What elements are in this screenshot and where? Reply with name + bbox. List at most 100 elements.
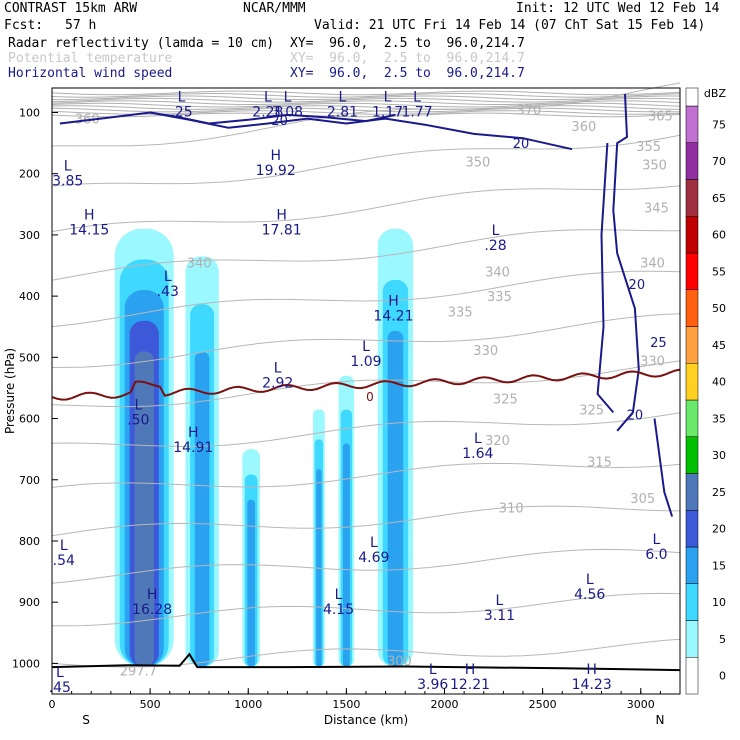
zero-contour-line (51, 368, 681, 401)
extremum-value-18: .54 (53, 553, 75, 569)
reflectivity-cell-0-layer-4 (134, 351, 154, 667)
theta-label-7: 345 (644, 201, 669, 216)
extremum-value-12: 14.21 (373, 308, 413, 324)
stratosphere-contour-5 (51, 102, 681, 108)
colorbar-level-2: 10 (712, 596, 726, 609)
extremum-value-11: .43 (157, 284, 179, 300)
extremum-low-symbol-15: L (134, 397, 142, 413)
extremum-low-symbol-18: L (60, 538, 68, 554)
extremum-value-23: 4.15 (323, 602, 354, 618)
colorbar-swatch-12 (685, 216, 699, 254)
field-wind-xy: XY= 96.0, 2.5 to 96.0,214.7 (290, 66, 525, 81)
colorbar-swatch-14 (685, 142, 699, 180)
extremum-value-1: .25 (170, 104, 192, 120)
extremum-value-22: 16.28 (132, 602, 172, 618)
wind-label-4: 20 (627, 408, 644, 423)
x-tick-label-3: 1500 (332, 698, 360, 711)
extremum-value-6: 19.92 (256, 163, 296, 179)
wind-label-3: 25 (650, 336, 667, 351)
theta-contour-11 (51, 134, 681, 187)
extremum-high-symbol-22: H (147, 587, 158, 603)
colorbar-unit: dBZ (704, 87, 727, 100)
colorbar-swatch-10 (685, 289, 699, 327)
theta-contour-1 (51, 592, 681, 627)
colorbar-level-15: 75 (712, 118, 726, 131)
plot-axes: 0 500 1000 1500 2000 2500 30001002003004005006… (3, 87, 681, 727)
theta-label-1: 370 (516, 103, 541, 118)
theta-label-8: 340 (187, 256, 212, 271)
extremum-value-16: 14.91 (173, 440, 213, 456)
wind-label-0: 20 (271, 114, 288, 129)
extremum-low-symbol-13: L (362, 339, 370, 355)
x-end-label-north: N (656, 713, 665, 727)
colorbar-level-4: 20 (712, 523, 726, 536)
x-tick-label-6: 3000 (627, 698, 655, 711)
theta-contour-12 (51, 82, 681, 147)
field-wind-name: Horizontal wind speed (8, 66, 173, 81)
y-tick-label-6: 700 (19, 474, 40, 487)
x-tick-label-1: 500 (140, 698, 161, 711)
extremum-low-symbol-11: L (164, 269, 172, 285)
init-time: Init: 12 UTC Wed 12 Feb 14 (516, 1, 720, 16)
theta-contour-9 (51, 229, 680, 281)
colorbar-swatch-2 (685, 583, 699, 621)
extremum-value-27: 12.21 (450, 677, 490, 693)
extremum-low-symbol-24: L (496, 593, 504, 609)
colorbar-swatch-9 (685, 326, 699, 364)
theta-label-10: 340 (640, 256, 665, 271)
theta-label-14: 330 (640, 354, 665, 369)
stratosphere-contour-0 (51, 90, 681, 96)
stratosphere-contour-9 (51, 112, 681, 118)
colorbar-swatch-0 (685, 657, 699, 695)
extremum-value-28: 14.23 (572, 677, 612, 693)
extremum-value-9: 17.81 (262, 223, 302, 239)
theta-label-20: 305 (630, 492, 655, 507)
theta-label-9: 340 (485, 266, 510, 281)
colorbar-level-9: 45 (712, 339, 726, 352)
stratosphere-contour-3 (51, 97, 681, 103)
extremum-value-24: 3.11 (484, 608, 515, 624)
stratosphere-contour-4 (51, 100, 681, 105)
theta-contour-8 (51, 270, 681, 328)
reflectivity-cell-2-layer-2 (247, 499, 256, 667)
y-axis-label: Pressure (hPa) (3, 348, 17, 434)
extremum-low-symbol-3: L (339, 89, 347, 105)
extremum-low-symbol-10: L (492, 223, 500, 239)
field-reflectivity-name: Radar reflectivity (lamda = 10 cm) (8, 36, 275, 51)
theta-label-5: 350 (465, 155, 490, 170)
extremum-value-8: 14.15 (69, 223, 109, 239)
extremum-low-symbol-21: L (586, 572, 594, 588)
extremum-high-symbol-16: H (188, 425, 199, 441)
colorbar-level-3: 15 (712, 559, 726, 572)
x-tick-label-5: 2500 (529, 698, 557, 711)
colorbar-swatch-13 (685, 179, 699, 217)
x-tick-label-0: 0 (49, 698, 56, 711)
colorbar-swatch-11 (685, 252, 699, 290)
colorbar-top-cap (685, 87, 699, 107)
extremum-value-25: 3.96 (417, 677, 448, 693)
colorbar-swatch-3 (685, 546, 699, 584)
wind-contour-1 (149, 111, 396, 125)
extremum-value-7: 3.85 (52, 174, 83, 190)
stratosphere-contour-6 (51, 105, 681, 110)
theta-label-6: 350 (642, 159, 667, 174)
extremum-value-14: 2.92 (262, 376, 293, 392)
stratosphere-contour-7 (51, 107, 681, 113)
theta-label-11: 335 (487, 290, 512, 305)
extremum-high-symbol-27: H (465, 662, 476, 678)
y-tick-label-3: 400 (19, 290, 40, 303)
theta-label-15: 325 (493, 392, 518, 407)
colorbar-level-6: 30 (712, 449, 726, 462)
theta-contour-4 (51, 462, 681, 488)
colorbar-swatch-8 (685, 363, 699, 401)
extremum-value-21: 4.56 (574, 587, 605, 603)
y-tick-label-7: 800 (19, 535, 40, 548)
wind-contour-4 (653, 418, 674, 517)
colorbar-level-1: 5 (719, 633, 726, 646)
colorbar-swatch-4 (685, 510, 699, 548)
wind-contour-0 (59, 111, 573, 151)
y-tick-label-1: 200 (19, 168, 40, 181)
colorbar-level-5: 25 (712, 486, 726, 499)
terrain-path (51, 652, 681, 672)
